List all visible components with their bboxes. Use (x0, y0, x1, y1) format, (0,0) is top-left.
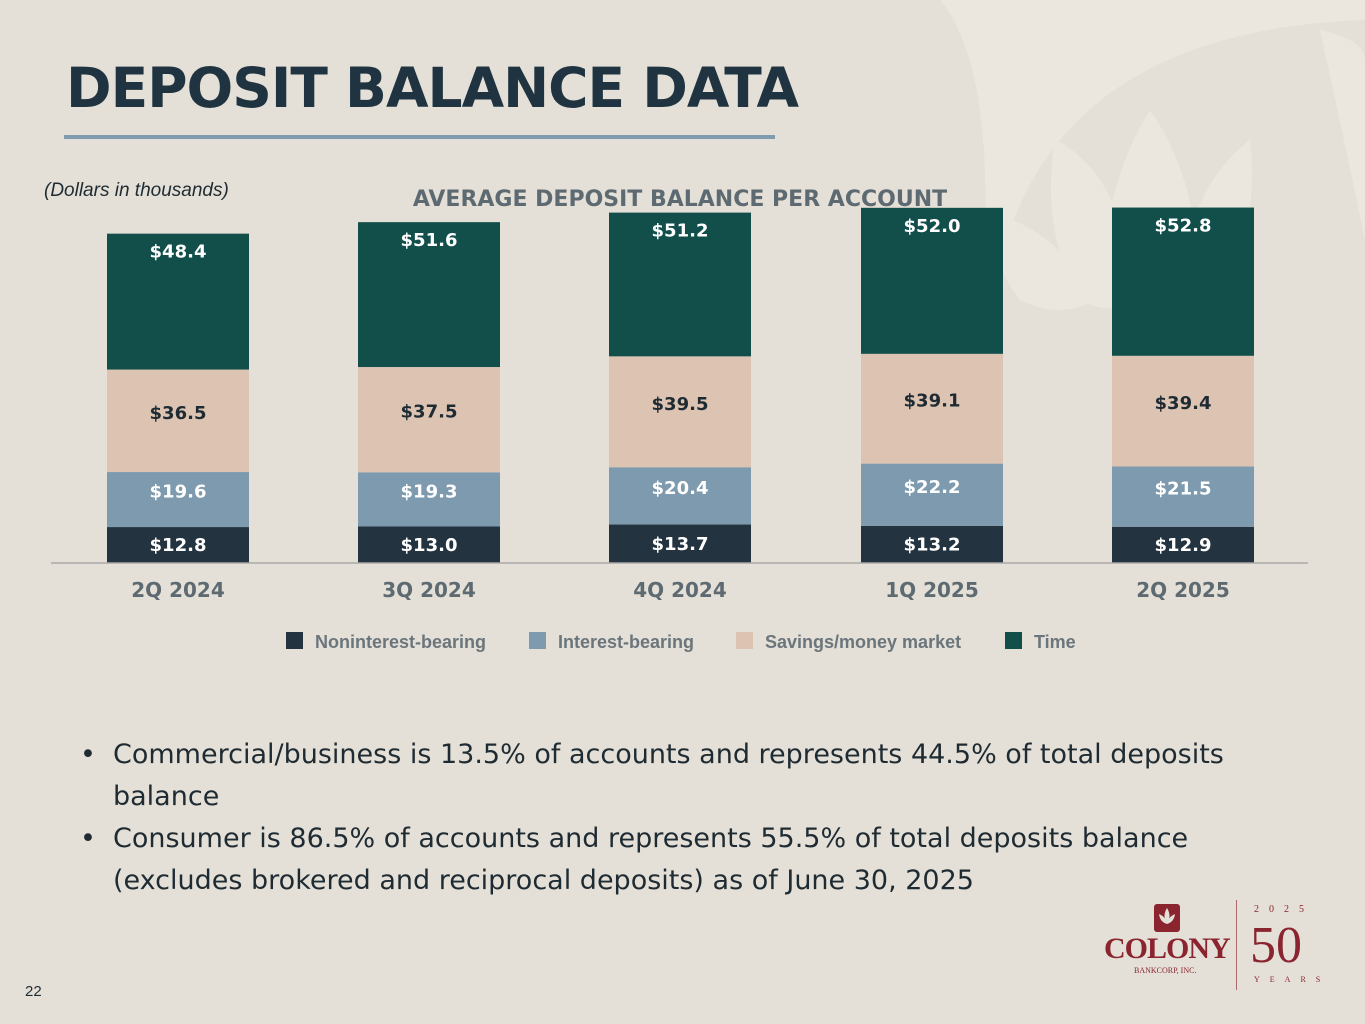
page-number: 22 (25, 983, 42, 1000)
title-underline (64, 135, 775, 139)
data-label: $39.5 (652, 394, 709, 415)
data-label: $22.2 (904, 477, 961, 498)
data-label: $52.8 (1155, 216, 1212, 237)
data-label: $13.7 (652, 534, 709, 555)
bar-segment (1112, 207, 1254, 356)
bar-segment (358, 222, 500, 368)
bullet-list: • Commercial/business is 13.5% of account… (80, 734, 1280, 902)
x-tick-label: 2Q 2025 (1136, 578, 1230, 602)
units-note: (Dollars in thousands) (44, 180, 229, 201)
legend-swatch (529, 632, 546, 649)
bar-segment (609, 524, 751, 563)
legend-swatch (1005, 632, 1022, 649)
bar-segment (1112, 526, 1254, 563)
legend-label: Interest-bearing (558, 632, 694, 652)
bar-segment (107, 472, 249, 528)
legend-label: Time (1034, 632, 1076, 652)
legend-label: Noninterest-bearing (315, 632, 486, 652)
data-label: $19.6 (150, 482, 207, 503)
data-label: $52.0 (904, 216, 961, 237)
data-label: $19.3 (401, 481, 458, 502)
bullet-item: • Consumer is 86.5% of accounts and repre… (80, 818, 1280, 902)
data-label: $12.9 (1155, 535, 1212, 556)
x-tick-label: 2Q 2024 (131, 578, 225, 602)
bar-segment (107, 233, 249, 370)
bar-segment (358, 526, 500, 563)
chart-title: AVERAGE DEPOSIT BALANCE PER ACCOUNT (413, 187, 947, 212)
company-logo: COLONY BANKCORP, INC. 2025 50 YEARS (1100, 896, 1340, 996)
data-label: $51.2 (652, 221, 709, 242)
bullet-text: Consumer is 86.5% of accounts and repres… (113, 823, 1189, 896)
bullet-item: • Commercial/business is 13.5% of account… (80, 734, 1280, 818)
lotus-emblem-icon (1154, 904, 1180, 932)
bar-segment (861, 207, 1003, 354)
data-label: $37.5 (401, 402, 458, 423)
bar-segment (358, 367, 500, 473)
logo-divider (1236, 900, 1237, 990)
data-label: $21.5 (1155, 479, 1212, 500)
data-label: $13.0 (401, 535, 458, 556)
bar-segment (107, 527, 249, 563)
logo-name: COLONY (1104, 932, 1231, 965)
bar-segment (107, 369, 249, 473)
data-label: $13.2 (904, 534, 961, 555)
bar-segment (861, 463, 1003, 526)
data-label: $36.5 (150, 403, 207, 424)
stacked-bar-chart: AVERAGE DEPOSIT BALANCE PER ACCOUNT $12.8… (51, 187, 1308, 652)
logo-subtitle: BANKCORP, INC. (1134, 966, 1197, 975)
data-label: $12.8 (150, 535, 207, 556)
data-label: $39.4 (1155, 393, 1212, 414)
bar-segment (1112, 466, 1254, 527)
legend-label: Savings/money market (765, 632, 961, 652)
bar-segment (609, 356, 751, 468)
legend-swatch (736, 632, 753, 649)
bar-segment (609, 467, 751, 525)
data-label: $51.6 (401, 230, 458, 251)
x-tick-label: 3Q 2024 (382, 578, 476, 602)
bar-segment (861, 353, 1003, 464)
bar-segment (609, 212, 751, 357)
page-title: DEPOSIT BALANCE DATA (66, 56, 799, 120)
bullet-dot: • (80, 739, 96, 770)
data-label: $48.4 (150, 242, 207, 263)
bar-segment (861, 525, 1003, 563)
bullet-text: Commercial/business is 13.5% of accounts… (113, 739, 1224, 812)
bar-segment (1112, 355, 1254, 467)
x-tick-label: 1Q 2025 (885, 578, 979, 602)
legend-swatch (286, 632, 303, 649)
bar-segment (358, 472, 500, 527)
x-tick-label: 4Q 2024 (633, 578, 727, 602)
logo-year: 2025 (1254, 904, 1314, 915)
data-label: $20.4 (652, 478, 709, 499)
bullet-dot: • (80, 823, 96, 854)
logo-fifty: 50 (1250, 917, 1302, 974)
data-label: $39.1 (904, 391, 961, 412)
logo-years: YEARS (1254, 975, 1331, 984)
